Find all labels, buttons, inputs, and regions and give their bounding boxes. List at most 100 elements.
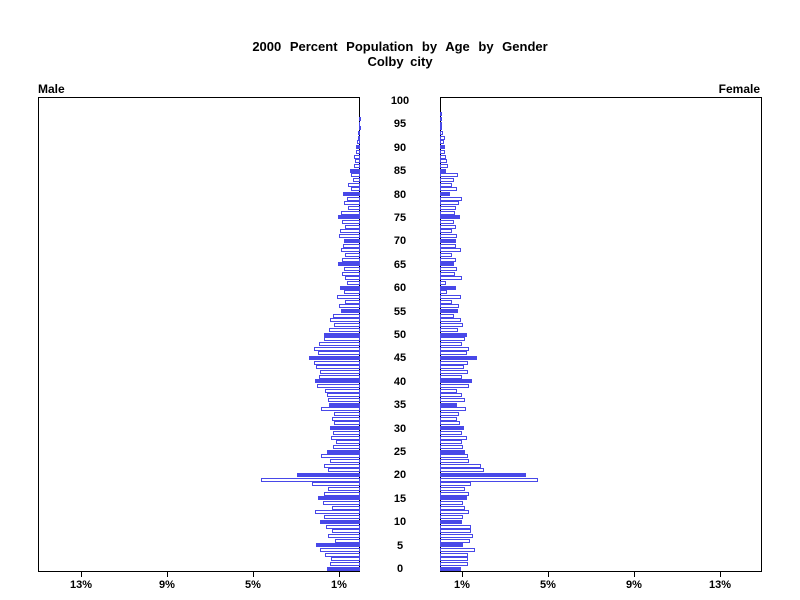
male-bar-age-26: [333, 444, 360, 449]
male-bar-age-85: [350, 168, 360, 173]
male-bar-age-54: [333, 313, 360, 318]
percent-tick-label-9%: 9%: [159, 579, 175, 591]
female-bar-age-47: [440, 346, 469, 351]
male-bar-age-34: [321, 407, 360, 412]
male-panel-label: Male: [38, 82, 65, 96]
male-bar-age-94: [359, 126, 361, 131]
male-bar-age-20: [297, 472, 360, 477]
male-bar-age-9: [326, 524, 360, 529]
male-bar-age-95: [359, 121, 360, 126]
age-tick-label-90: 90: [393, 141, 407, 154]
male-bar-age-33: [334, 412, 360, 417]
percent-tick-13%: [720, 572, 721, 577]
male-bar-age-87: [355, 159, 360, 164]
female-bar-age-67: [440, 252, 452, 257]
male-bar-age-1: [330, 561, 360, 566]
age-tick-label-15: 15: [393, 492, 407, 505]
female-bar-age-15: [440, 496, 467, 501]
female-bar-age-73: [440, 224, 456, 229]
male-bar-age-2: [331, 557, 360, 562]
female-bar-age-87: [440, 159, 447, 164]
male-bar-age-58: [337, 295, 360, 300]
female-bar-age-18: [440, 482, 471, 487]
female-bar-age-48: [440, 341, 462, 346]
female-bar-age-36: [440, 398, 465, 403]
age-tick-label-50: 50: [393, 329, 407, 341]
male-bar-age-63: [342, 271, 360, 276]
female-bar-age-34: [440, 407, 466, 412]
female-bar-age-40: [440, 379, 472, 384]
female-bar-age-82: [440, 182, 452, 187]
female-bar-age-25: [440, 449, 465, 454]
female-bar-age-26: [440, 444, 463, 449]
female-bar-age-56: [440, 304, 459, 309]
female-bar-age-90: [440, 145, 445, 150]
male-bar-age-40: [315, 379, 360, 384]
female-bar-age-72: [440, 229, 452, 234]
male-bar-age-55: [341, 309, 360, 314]
male-panel: [38, 97, 360, 572]
male-bar-age-81: [351, 187, 360, 192]
age-tick-label-55: 55: [393, 305, 407, 318]
female-bar-age-94: [440, 126, 442, 131]
male-bar-age-88: [354, 154, 360, 159]
female-bar-age-23: [440, 458, 469, 463]
female-bar-age-29: [440, 430, 462, 435]
female-bar-age-28: [440, 435, 467, 440]
male-bar-age-43: [316, 365, 360, 370]
male-bar-age-19: [261, 477, 360, 482]
male-bar-age-36: [328, 398, 360, 403]
male-bar-age-28: [331, 435, 360, 440]
female-bar-age-75: [440, 215, 460, 220]
male-bar-age-10: [320, 519, 360, 524]
male-bar-age-93: [358, 131, 360, 136]
male-bar-age-52: [334, 323, 360, 328]
percent-tick-13%: [81, 572, 82, 577]
female-bar-age-4: [440, 547, 475, 552]
percent-tick-5%: [253, 572, 254, 577]
age-tick-label-45: 45: [393, 352, 407, 365]
chart-subtitle: Colby city: [367, 54, 433, 69]
female-bar-age-77: [440, 206, 456, 211]
female-bar-age-85: [440, 168, 446, 173]
age-tick-label-65: 65: [393, 258, 407, 271]
male-bar-age-5: [316, 543, 360, 548]
male-bar-age-18: [312, 482, 360, 487]
female-bar-age-79: [440, 196, 462, 201]
female-bar-age-35: [440, 402, 457, 407]
male-bar-age-39: [317, 384, 360, 388]
male-bar-age-68: [341, 248, 360, 253]
percent-tick-5%: [548, 572, 549, 577]
male-bar-age-72: [340, 229, 360, 234]
female-bar-age-83: [440, 177, 454, 182]
female-bar-age-24: [440, 454, 468, 459]
female-bar-age-65: [440, 262, 454, 267]
female-bar-age-61: [440, 280, 446, 285]
male-bar-age-57: [345, 299, 360, 304]
male-bar-age-7: [328, 533, 360, 538]
male-bar-age-25: [327, 449, 360, 454]
male-bar-age-27: [336, 440, 360, 445]
age-tick-label-25: 25: [393, 446, 407, 459]
male-bar-age-70: [344, 238, 360, 243]
male-bar-age-17: [328, 487, 360, 492]
age-tick-label-30: 30: [393, 422, 407, 435]
male-bar-age-38: [325, 388, 360, 393]
female-bar-age-11: [440, 515, 463, 520]
female-bar-age-60: [440, 285, 456, 290]
female-bar-age-52: [440, 323, 463, 328]
female-bar-age-49: [440, 337, 465, 342]
male-bar-age-8: [332, 529, 360, 534]
male-bar-age-61: [347, 280, 360, 285]
male-bar-age-51: [329, 327, 360, 332]
female-bar-age-32: [440, 416, 457, 421]
percent-tick-9%: [634, 572, 635, 577]
male-bar-age-32: [332, 416, 360, 421]
male-bar-age-59: [344, 290, 360, 295]
male-bar-age-77: [348, 206, 360, 211]
male-bar-age-31: [334, 421, 360, 426]
age-tick-label-80: 80: [393, 188, 407, 201]
male-bar-age-50: [324, 332, 360, 337]
chart-title: 2000 Percent Population by Age by Gender: [252, 39, 548, 54]
